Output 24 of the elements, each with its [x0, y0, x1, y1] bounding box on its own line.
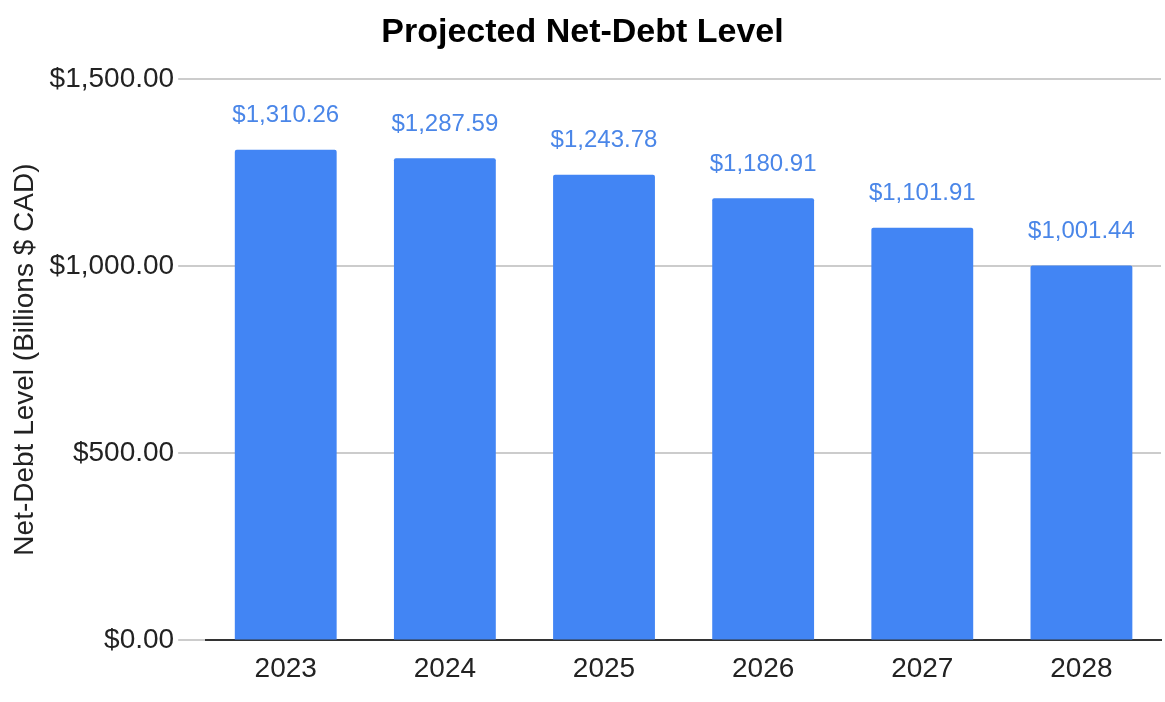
data-label: $1,287.59: [391, 108, 499, 136]
y-axis-title: Net-Debt Level (Billions $ CAD): [7, 163, 39, 556]
x-tick-label: 2024: [413, 651, 477, 683]
data-label: $1,001.44: [1028, 216, 1135, 244]
bar: [234, 149, 337, 640]
x-tick-label: 2027: [891, 651, 954, 683]
bar: [393, 158, 496, 640]
x-tick-label: 2025: [572, 651, 636, 683]
data-label: $1,101.91: [868, 178, 976, 206]
chart-title: Projected Net-Debt Level: [381, 10, 784, 49]
y-tick-label: $1,000.00: [49, 248, 175, 280]
y-tick-label: $1,500.00: [49, 61, 175, 93]
data-label: $1,310.26: [232, 100, 340, 128]
x-tick-label: 2028: [1050, 651, 1113, 683]
y-tick-label: $0.00: [104, 623, 175, 655]
data-label: $1,180.91: [709, 148, 817, 176]
bar: [553, 174, 655, 640]
bar: [871, 227, 974, 640]
data-label: $1,243.78: [550, 125, 658, 153]
x-tick-label: 2026: [732, 651, 795, 683]
x-tick-label: 2023: [254, 651, 317, 683]
bar: [1030, 265, 1133, 640]
bar: [712, 198, 815, 640]
y-tick-label: $500.00: [72, 435, 175, 467]
